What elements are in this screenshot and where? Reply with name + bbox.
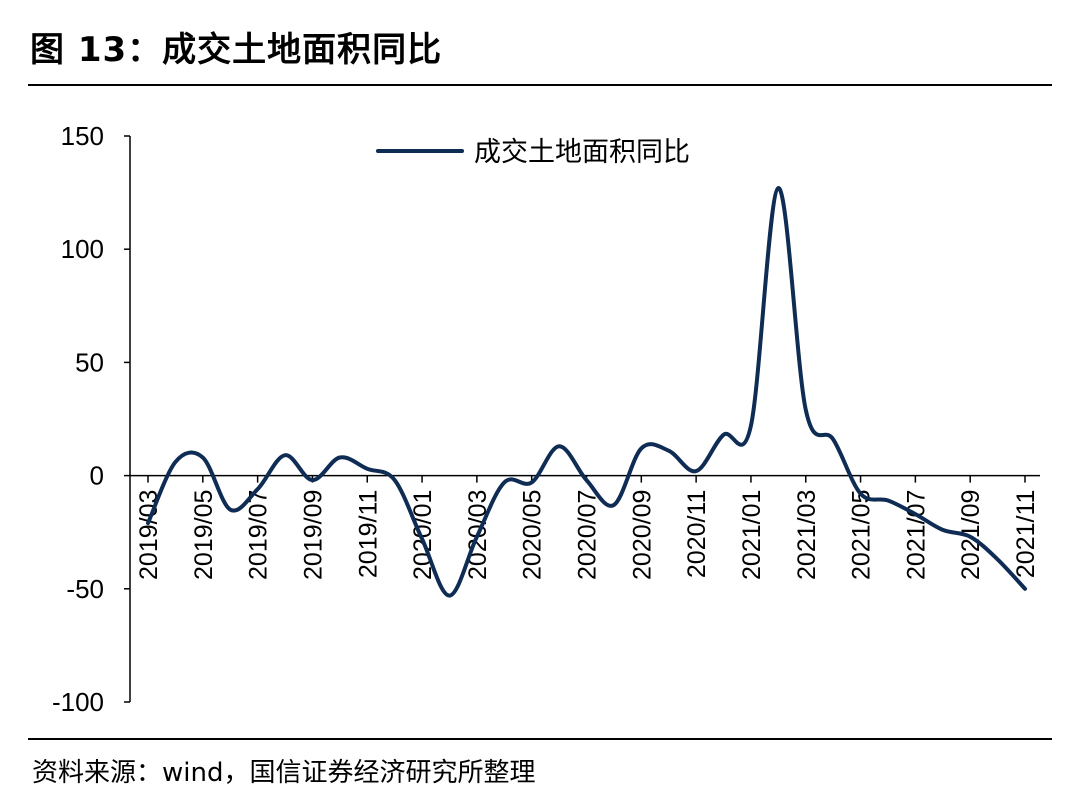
x-tick-label: 2019/07 (245, 490, 273, 580)
x-tick-label: 2019/03 (135, 490, 163, 580)
x-tick-label: 2020/11 (683, 490, 711, 579)
chart-legend: 成交土地面积同比 (376, 137, 690, 168)
y-tick-label: -50 (66, 574, 104, 604)
x-tick-labels: 2019/03 2019/05 2019/07 2019/09 2019/11 2020/… (135, 490, 1040, 580)
y-tick-label: 0 (90, 461, 104, 491)
x-tick-label: 2021/01 (738, 490, 766, 580)
source-note: 资料来源：wind，国信证券经济研究所整理 (32, 758, 536, 788)
y-tick-label: 100 (61, 234, 104, 264)
series-line-0 (146, 186, 1027, 598)
y-tick-labels: 150 100 50 0 -50 -100 (52, 121, 104, 717)
x-tick-label: 2020/05 (519, 490, 547, 580)
title-rule (28, 84, 1052, 86)
x-tick-label: 2019/05 (190, 490, 218, 580)
x-tick-label: 2021/03 (793, 490, 821, 580)
y-tick-label: -100 (52, 687, 104, 717)
legend-label: 成交土地面积同比 (474, 137, 690, 168)
x-tick-label: 2019/11 (354, 490, 382, 579)
x-tick-label: 2021/11 (1012, 490, 1040, 579)
x-tick-label: 2021/07 (902, 490, 930, 580)
x-tick-label: 2020/09 (628, 490, 656, 580)
chart-axes (124, 135, 1040, 703)
figure-title: 图 13：成交土地面积同比 (30, 30, 443, 70)
x-tick-label: 2020/07 (574, 490, 602, 580)
x-tick-label: 2021/05 (848, 490, 876, 580)
series-layer (146, 186, 1027, 598)
x-tick-label: 2019/09 (299, 490, 327, 580)
source-rule (28, 738, 1052, 740)
y-tick-label: 150 (61, 121, 104, 151)
y-tick-label: 50 (75, 347, 104, 377)
